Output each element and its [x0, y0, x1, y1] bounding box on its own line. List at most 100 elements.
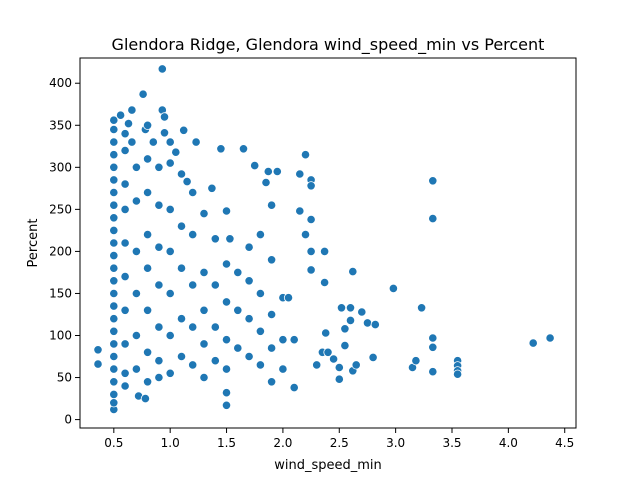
data-point	[171, 147, 181, 157]
data-point	[176, 351, 187, 362]
data-point	[165, 158, 175, 168]
data-point	[244, 242, 254, 252]
data-point	[154, 322, 164, 332]
data-point	[207, 183, 217, 193]
y-tick-label: 0	[64, 413, 72, 427]
data-point	[312, 360, 322, 370]
data-point	[306, 265, 316, 275]
data-point	[255, 360, 265, 370]
plot-frame	[79, 57, 577, 429]
data-point	[323, 347, 333, 357]
data-point	[159, 112, 170, 122]
data-point	[244, 351, 254, 362]
data-point	[334, 362, 344, 373]
data-point	[289, 335, 299, 345]
data-point	[283, 293, 294, 303]
data-point	[221, 400, 232, 410]
data-point	[250, 161, 260, 171]
data-point	[109, 276, 119, 286]
data-point	[233, 343, 243, 353]
data-point	[109, 398, 119, 408]
data-point	[221, 364, 232, 374]
data-point	[131, 162, 141, 172]
data-point	[416, 303, 427, 313]
data-point	[266, 200, 277, 210]
data-point	[233, 267, 243, 277]
data-point	[362, 318, 373, 328]
data-point	[255, 230, 265, 240]
y-tick-label: 50	[57, 371, 72, 385]
y-axis-label: Percent	[26, 219, 41, 268]
data-point	[300, 150, 311, 160]
data-point	[266, 255, 277, 265]
x-axis: 0.5 1.0 1.5 2.0 2.5 3.0 3.5 4.0 4.5	[104, 428, 574, 450]
data-point	[120, 381, 130, 391]
data-point	[411, 356, 421, 366]
data-point	[109, 225, 119, 235]
data-point	[109, 175, 119, 185]
x-tick-label: 1.5	[217, 436, 236, 450]
data-point	[127, 105, 137, 115]
data-point	[255, 288, 265, 299]
data-point	[109, 351, 119, 362]
data-point	[116, 110, 126, 120]
data-point	[182, 177, 192, 187]
data-point	[428, 342, 438, 352]
data-point	[148, 137, 158, 147]
data-point	[221, 388, 232, 398]
data-point	[199, 372, 209, 383]
data-point	[109, 238, 119, 248]
data-point	[306, 246, 316, 256]
data-point	[351, 360, 361, 370]
data-point	[120, 368, 130, 378]
data-point	[143, 120, 153, 130]
data-point	[131, 196, 141, 206]
data-point	[109, 213, 119, 223]
data-point	[109, 150, 119, 160]
data-point	[127, 137, 137, 147]
data-point	[109, 263, 119, 273]
data-point	[306, 214, 316, 225]
data-point	[157, 64, 167, 74]
y-tick-label: 150	[49, 286, 72, 300]
data-point	[336, 303, 347, 313]
y-tick-label: 250	[49, 202, 72, 216]
x-tick-label: 4.0	[499, 436, 518, 450]
data-point	[176, 221, 187, 231]
data-point	[368, 352, 378, 362]
data-point	[199, 339, 209, 349]
data-point	[428, 214, 438, 224]
data-point	[295, 169, 305, 179]
data-point	[261, 177, 271, 188]
data-point	[345, 315, 356, 325]
data-point	[138, 89, 148, 99]
data-point	[120, 145, 130, 156]
data-point	[179, 125, 189, 135]
data-point	[289, 382, 299, 393]
data-point	[188, 280, 198, 290]
data-point	[143, 377, 153, 387]
data-point	[233, 305, 243, 315]
data-point	[123, 119, 134, 129]
data-point	[176, 263, 187, 273]
data-point	[165, 137, 175, 147]
data-point	[154, 372, 164, 383]
y-tick-label: 200	[49, 244, 72, 258]
data-point	[120, 339, 130, 349]
data-point	[109, 115, 119, 125]
data-point	[131, 288, 141, 299]
data-point	[176, 314, 187, 324]
data-point	[109, 162, 119, 172]
data-point	[143, 305, 153, 315]
data-point	[545, 333, 555, 343]
data-point	[345, 303, 356, 313]
x-tick-label: 2.0	[273, 436, 292, 450]
x-tick-label: 4.5	[555, 436, 574, 450]
data-point	[266, 309, 277, 320]
y-tick-label: 300	[49, 160, 72, 174]
data-point	[319, 246, 330, 256]
data-point	[340, 340, 350, 351]
data-point	[93, 359, 103, 369]
